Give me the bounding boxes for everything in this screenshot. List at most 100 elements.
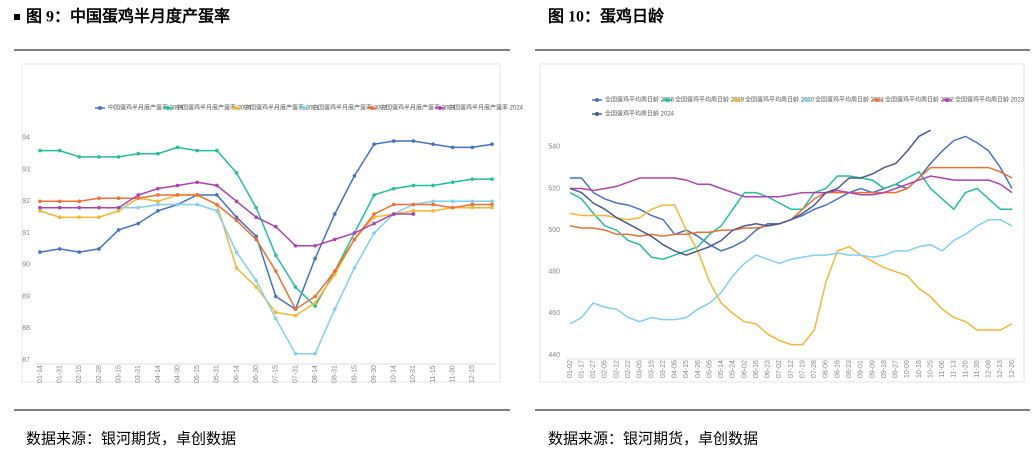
- point: [450, 205, 455, 210]
- legend-label: 全国蛋鸡平均周日龄 2020: [745, 96, 815, 104]
- x-tick-label: 12-08: [986, 360, 993, 378]
- x-tick-label: 06-23: [765, 360, 772, 378]
- point: [254, 278, 258, 283]
- x-tick-label: 07-02: [776, 360, 783, 378]
- point: [215, 202, 219, 207]
- legend-label: 中国蛋鸡半月度产蛋率 2024: [448, 104, 524, 112]
- point: [156, 151, 160, 156]
- x-tick-label: 01-02: [567, 360, 574, 378]
- legend-label: 全国蛋鸡平均周日龄 2018: [605, 96, 675, 104]
- x-tick-label: 06-02: [741, 360, 748, 378]
- point: [254, 205, 258, 210]
- y-tick-label: 520: [548, 185, 560, 192]
- x-tick-label: 08-16: [834, 360, 841, 378]
- y-tick-label: 460: [548, 310, 560, 317]
- y-tick-label: 93: [22, 166, 30, 173]
- y-tick-label: 480: [548, 269, 560, 276]
- point: [372, 221, 376, 226]
- point: [116, 196, 121, 200]
- x-tick-label: 04-26: [695, 360, 702, 378]
- y-tick-label: 90: [22, 262, 30, 269]
- point: [490, 202, 494, 207]
- point: [175, 145, 180, 150]
- point: [97, 215, 101, 219]
- point: [293, 307, 298, 312]
- point: [352, 174, 357, 178]
- point: [293, 285, 298, 289]
- point: [372, 231, 376, 235]
- x-tick-label: 12-26: [1009, 360, 1016, 378]
- series-line: [569, 218, 1013, 325]
- x-tick-label: 07-15: [273, 365, 280, 383]
- legend-label: 全国蛋鸡平均周日龄 2024: [605, 110, 675, 118]
- point: [195, 193, 200, 197]
- x-tick-label: 03-05: [637, 360, 644, 378]
- x-tick-label: 05-14: [718, 360, 725, 378]
- point: [234, 215, 239, 219]
- x-tick-label: 03-22: [660, 360, 667, 378]
- point: [77, 215, 82, 219]
- point: [293, 243, 298, 248]
- point: [97, 155, 101, 159]
- chart-frame: [539, 63, 1025, 383]
- point: [175, 193, 180, 197]
- point: [38, 205, 42, 210]
- y-tick-label: 92: [22, 198, 30, 205]
- x-tick-label: 07-28: [811, 360, 818, 378]
- point: [116, 155, 121, 159]
- series-line: [569, 170, 1012, 260]
- point: [57, 199, 62, 204]
- x-tick-label: 01-14: [37, 365, 44, 383]
- series-line: [569, 204, 1013, 346]
- x-tick-label: 07-31: [292, 365, 299, 383]
- point: [195, 180, 200, 185]
- y-tick-label: 91: [22, 230, 30, 237]
- x-tick-label: 10-14: [391, 365, 398, 383]
- point: [490, 199, 494, 204]
- bullet: [14, 14, 20, 20]
- x-tick-label: 03-31: [135, 365, 142, 383]
- legend-label: 全国蛋鸡平均周日龄 2023: [955, 96, 1025, 104]
- point: [411, 212, 416, 216]
- point: [470, 145, 475, 150]
- point: [215, 183, 219, 188]
- point: [234, 170, 239, 175]
- series-line: [40, 194, 492, 311]
- point: [97, 196, 101, 200]
- legend-label: 全国蛋鸡平均周日龄 2021: [815, 96, 885, 104]
- point: [156, 186, 160, 191]
- point: [450, 199, 455, 204]
- x-tick-label: 01-27: [590, 360, 597, 378]
- point: [411, 183, 416, 188]
- chart-frame: [21, 63, 501, 383]
- x-tick-label: 02-05: [602, 360, 609, 378]
- point: [411, 209, 416, 213]
- legend-swatch: [166, 106, 170, 110]
- point: [332, 307, 337, 312]
- x-tick-label: 06-16: [753, 360, 760, 378]
- point: [156, 193, 160, 197]
- x-tick-label: 11-06: [939, 360, 946, 377]
- point: [293, 313, 298, 318]
- series-line: [570, 175, 1013, 198]
- x-tick-label: 09-18: [881, 360, 888, 378]
- point: [215, 209, 219, 213]
- legend-swatch: [875, 98, 879, 102]
- point: [97, 247, 101, 251]
- x-tick-label: 10-09: [904, 360, 911, 378]
- series-line: [569, 129, 931, 256]
- point: [254, 234, 258, 239]
- point: [77, 199, 82, 204]
- point: [215, 148, 219, 153]
- point: [352, 237, 357, 242]
- point: [490, 177, 494, 181]
- x-tick-label: 09-01: [858, 360, 865, 378]
- x-tick-label: 02-22: [625, 360, 632, 378]
- point: [57, 215, 62, 219]
- point: [234, 199, 239, 204]
- point: [391, 186, 396, 191]
- x-tick-label: 10-18: [916, 360, 923, 378]
- legend-swatch: [805, 98, 809, 102]
- x-tick-label: 11-30: [974, 360, 981, 377]
- point: [156, 202, 160, 207]
